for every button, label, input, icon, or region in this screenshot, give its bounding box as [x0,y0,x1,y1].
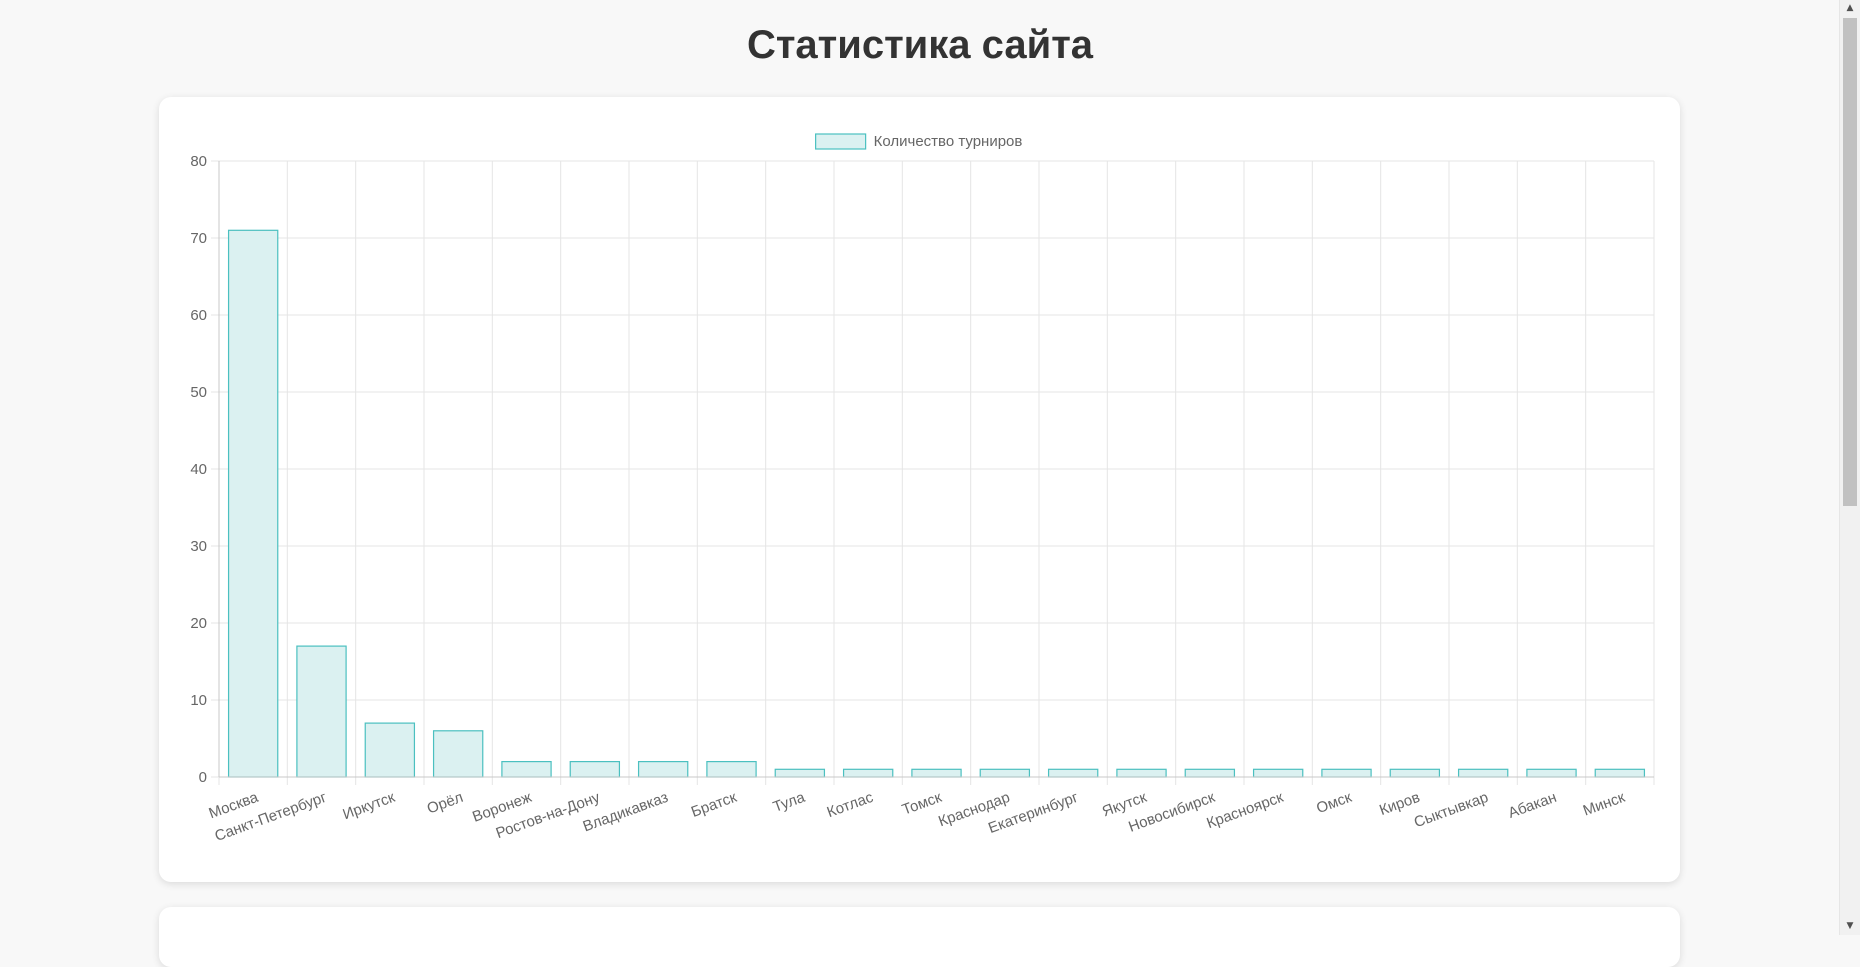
x-tick-label: Минск [1581,789,1628,820]
x-tick-label: Красноярск [1204,789,1285,833]
chart-bars [227,229,1646,778]
y-tick-label: 10 [190,692,207,709]
legend-swatch [815,133,867,150]
bar-8 [774,768,826,778]
bar-5 [569,760,621,778]
bar-3 [432,730,484,778]
x-tick-label: Абакан [1506,789,1559,822]
y-tick-label: 60 [190,307,207,324]
y-tick-label: 30 [190,538,207,555]
bar-19 [1526,768,1577,778]
x-tick-label: Орёл [425,789,466,818]
bar-4 [501,760,552,778]
bar-2 [364,722,416,778]
bar-7 [706,760,757,778]
bar-9 [842,768,894,778]
bar-1 [296,645,347,778]
vertical-scrollbar[interactable]: ▲ ▼ [1839,0,1860,935]
x-tick-label: Сыктывкар [1412,789,1491,831]
x-tick-label: Котлас [825,789,876,822]
bar-10 [911,768,962,778]
x-tick-label: Братск [689,789,739,821]
next-card [159,907,1680,967]
x-tick-label: Омск [1314,789,1354,817]
legend-label: Количество турниров [874,133,1023,150]
scroll-thumb[interactable] [1843,18,1857,506]
bar-0 [227,229,279,778]
bar-12 [1047,768,1099,778]
y-tick-label: 0 [199,769,207,786]
scroll-up-arrow-icon[interactable]: ▲ [1846,3,1854,13]
y-tick-label: 70 [190,230,207,247]
bar-17 [1389,768,1441,778]
page-title: Статистика сайта [746,23,1094,67]
y-tick-label: 20 [190,615,207,632]
chart-grid [211,160,1655,785]
bar-20 [1594,768,1646,778]
x-tick-label: Тула [771,789,808,816]
bar-14 [1184,768,1236,778]
bar-11 [979,768,1031,778]
y-tick-label: 40 [190,461,207,478]
bar-13 [1116,768,1167,778]
chart-card: 0 10 20 30 40 50 60 70 80 Москва Санкт-Петербург Ир… [159,97,1680,882]
y-tick-label: 50 [190,384,207,401]
bar-18 [1457,768,1509,778]
bar-16 [1321,768,1372,778]
chart-legend[interactable]: Количество турниров [815,133,1023,150]
bar-6 [637,760,689,778]
scroll-down-arrow-icon[interactable]: ▼ [1846,921,1854,931]
bar-15 [1252,768,1304,778]
y-tick-label: 80 [190,153,207,170]
x-tick-label: Иркутск [341,789,398,824]
